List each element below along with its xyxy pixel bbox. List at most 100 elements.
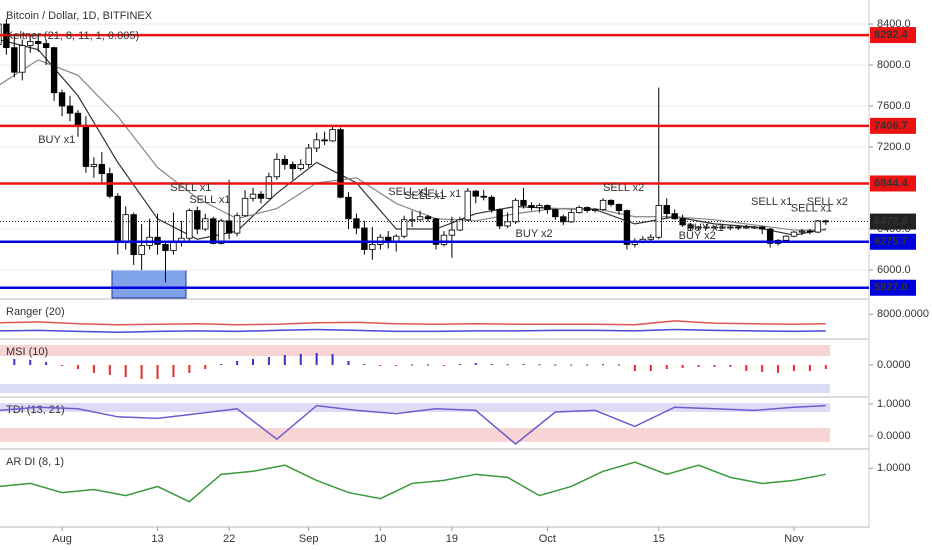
- y-tick-label: 8400.0: [877, 18, 911, 30]
- msi-bar: [172, 365, 175, 377]
- msi-bar: [777, 365, 780, 373]
- candle-body: [743, 226, 750, 229]
- candle-body: [758, 226, 766, 230]
- price-level-tag: [870, 233, 916, 250]
- candle-body: [679, 218, 686, 226]
- msi-bar: [729, 365, 732, 367]
- candle-body: [217, 220, 225, 244]
- signal-label: BUY x2: [516, 228, 553, 240]
- candle-body: [138, 245, 145, 256]
- indicator-line: [0, 404, 826, 445]
- msi-bar: [395, 365, 398, 366]
- candle-body: [488, 196, 495, 210]
- candle-body: [202, 218, 209, 230]
- price-level-tag: [870, 175, 916, 192]
- msi-bar: [824, 365, 827, 369]
- candle-body: [647, 236, 655, 240]
- msi-bar: [331, 354, 334, 365]
- x-tick-label: 19: [446, 533, 458, 545]
- candle-body: [369, 243, 376, 250]
- candle-body: [727, 226, 734, 229]
- candle-body: [289, 164, 296, 169]
- candle-body: [233, 215, 241, 234]
- y-tick-label: 1.0000: [877, 398, 911, 410]
- price-level-label: 7406.7: [874, 120, 908, 132]
- highlight-box: [111, 269, 187, 299]
- candle-body: [345, 196, 352, 220]
- candle-body: [703, 226, 710, 229]
- candle-body: [814, 220, 822, 233]
- msi-bar: [252, 359, 255, 365]
- msi-bar: [220, 364, 223, 365]
- msi-bar: [283, 355, 286, 365]
- msi-bar: [379, 365, 382, 366]
- candle-body: [225, 220, 233, 234]
- indicator-label: Ranger (20): [6, 306, 65, 318]
- candle-body: [496, 209, 503, 227]
- candle-body: [448, 229, 456, 236]
- candle-body: [751, 226, 758, 229]
- signal-label: SELL x2: [807, 196, 848, 208]
- signal-label: SELL x2: [603, 182, 644, 194]
- signal-label: BUY x1: [38, 134, 75, 146]
- msi-bar: [124, 365, 127, 377]
- candle-body: [432, 218, 440, 245]
- indicator-label: MSI (10): [6, 346, 48, 358]
- msi-bar: [522, 364, 525, 365]
- msi-bar: [649, 365, 652, 371]
- price-level-label: 8292.4: [874, 29, 909, 41]
- tdi-upper-band: [0, 403, 830, 412]
- x-tick-label: Oct: [539, 533, 556, 545]
- msi-bar: [665, 365, 668, 369]
- msi-bar: [45, 362, 48, 365]
- candle-body: [798, 230, 806, 233]
- candle-body: [50, 47, 58, 94]
- candle-body: [297, 164, 304, 169]
- msi-bar: [538, 364, 541, 366]
- candle-body: [504, 221, 511, 227]
- candle-body: [552, 209, 559, 218]
- candle-body: [337, 129, 344, 198]
- candle-body: [58, 92, 66, 107]
- y-tick-label: 1.0000: [877, 462, 911, 474]
- candle-body: [671, 213, 678, 220]
- candle-body: [11, 47, 18, 73]
- candle-body: [575, 207, 583, 214]
- x-tick-label: 10: [374, 533, 386, 545]
- candle-body: [66, 105, 74, 114]
- indicator-line: [0, 320, 826, 326]
- msi-bar: [13, 359, 16, 365]
- msi-bar: [761, 365, 764, 372]
- candle-body: [687, 224, 694, 229]
- msi-bar: [506, 364, 509, 366]
- y-tick-label: 0.0000: [877, 430, 911, 442]
- msi-bar: [411, 364, 414, 366]
- candle-body: [361, 227, 368, 250]
- y-tick-label: 7600.0: [877, 100, 911, 112]
- x-tick-label: Nov: [784, 533, 804, 545]
- msi-bar: [697, 365, 700, 367]
- signal-label: SELL x1: [404, 190, 445, 202]
- candle-body: [472, 190, 479, 197]
- candle-body: [194, 210, 201, 230]
- indicator-label: TDI (13, 21): [6, 404, 65, 416]
- candle-body: [480, 195, 487, 198]
- moving-average: [0, 59, 826, 231]
- msi-bar: [188, 365, 191, 373]
- candle-body: [408, 219, 416, 222]
- candle-body: [711, 226, 718, 229]
- msi-bar: [140, 365, 143, 379]
- candle-body: [114, 195, 121, 242]
- candle-body: [464, 190, 472, 221]
- candle-body: [735, 226, 742, 229]
- price-level-label: 6472.8: [874, 215, 908, 227]
- price-level-tag: [870, 279, 916, 296]
- candle-body: [806, 230, 814, 233]
- tdi-lower-band: [0, 428, 830, 442]
- candle-body: [19, 45, 26, 73]
- candle-body: [186, 210, 193, 239]
- candle-body: [456, 219, 464, 231]
- candle-body: [170, 241, 177, 251]
- msi-bar: [570, 364, 573, 366]
- signal-label: SELL x1: [420, 188, 461, 200]
